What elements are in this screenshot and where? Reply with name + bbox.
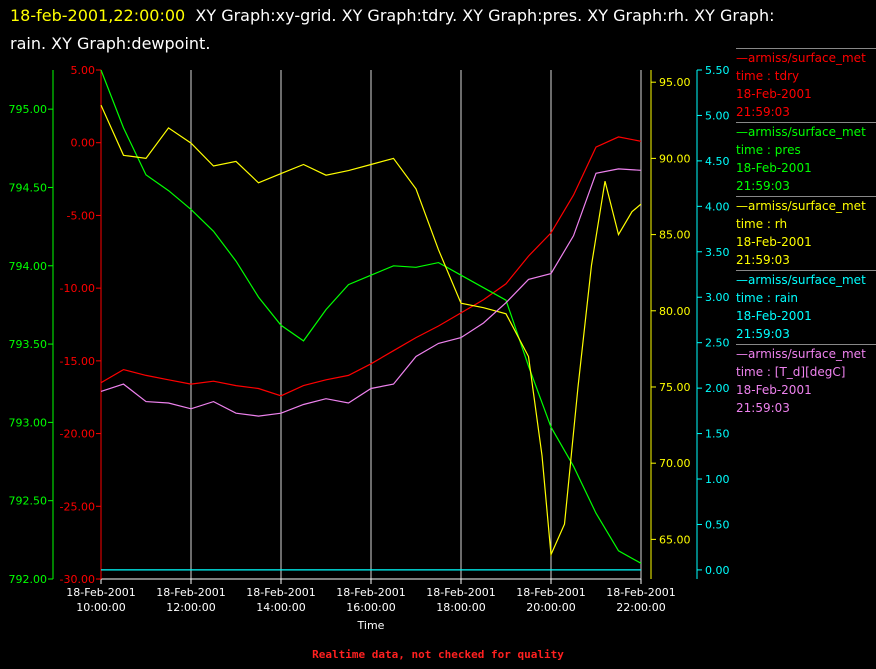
x-tick-label-time: 12:00:00 (166, 601, 215, 614)
quality-note: Realtime data, not checked for quality (312, 648, 564, 661)
rh-tick-label: 80.00 (659, 305, 691, 318)
legend-date: 18-Feb-2001 (736, 87, 812, 101)
graph-title: 18-feb-2001,22:00:00 XY Graph:xy-grid. X… (10, 2, 870, 58)
tdry-tick-label: -5.00 (67, 209, 95, 222)
pres-tick-label: 793.00 (9, 416, 48, 429)
rain-tick-label: 5.50 (705, 64, 730, 77)
title-text-continued: rain. XY Graph:dewpoint. (10, 34, 211, 53)
legend-date: 18-Feb-2001 (736, 383, 812, 397)
legend-time: 21:59:03 (736, 401, 790, 415)
title-text: XY Graph:xy-grid. XY Graph:tdry. XY Grap… (195, 6, 775, 25)
legend-var: time : tdry (736, 69, 800, 83)
tdry-tick-label: 5.00 (71, 64, 96, 77)
tdry-tick-label: -30.00 (60, 573, 95, 586)
tdry-tick-label: -15.00 (60, 355, 95, 368)
rain-tick-label: 5.00 (705, 109, 730, 122)
rain-tick-label: 3.00 (705, 291, 730, 304)
x-tick-label-date: 18-Feb-2001 (336, 586, 405, 599)
tdry-tick-label: -25.00 (60, 500, 95, 513)
legend-var: time : rain (736, 291, 799, 305)
pres-tick-label: 794.00 (9, 260, 48, 273)
rh-tick-label: 85.00 (659, 229, 691, 242)
legend-date: 18-Feb-2001 (736, 235, 812, 249)
x-axis-label: Time (357, 619, 385, 632)
legend-source: —armiss/surface_met (736, 51, 866, 65)
legend-date: 18-Feb-2001 (736, 161, 812, 175)
x-tick-label-time: 18:00:00 (436, 601, 485, 614)
rain-tick-label: 3.50 (705, 246, 730, 259)
pres-tick-label: 793.50 (9, 338, 48, 351)
legend-var: time : rh (736, 217, 788, 231)
legend-source: —armiss/surface_met (736, 199, 866, 213)
tdry-series-line (100, 136, 642, 397)
legend: —armiss/surface_met time : tdry 18-Feb-200… (736, 48, 876, 418)
rh-tick-label: 95.00 (659, 76, 691, 89)
legend-time: 21:59:03 (736, 327, 790, 341)
rain-tick-label: 0.00 (705, 564, 730, 577)
x-tick-label-date: 18-Feb-2001 (516, 586, 585, 599)
tdry-tick-label: -10.00 (60, 282, 95, 295)
x-tick-label-time: 22:00:00 (616, 601, 665, 614)
rain-tick-label: 4.50 (705, 155, 730, 168)
rh-tick-label: 65.00 (659, 533, 691, 546)
x-tick-label-time: 20:00:00 (526, 601, 575, 614)
rain-tick-label: 4.00 (705, 200, 730, 213)
rain-tick-label: 1.50 (705, 428, 730, 441)
rain-tick-label: 1.00 (705, 473, 730, 486)
legend-time: 21:59:03 (736, 179, 790, 193)
rh-tick-label: 90.00 (659, 152, 691, 165)
legend-source: —armiss/surface_met (736, 125, 866, 139)
legend-source: —armiss/surface_met (736, 273, 866, 287)
x-tick-label-date: 18-Feb-2001 (246, 586, 315, 599)
pres-tick-label: 792.00 (9, 573, 48, 586)
title-date: 18-feb-2001,22:00:00 (10, 6, 186, 25)
rh-tick-label: 70.00 (659, 457, 691, 470)
rh-series-line (100, 104, 642, 557)
x-tick-label-date: 18-Feb-2001 (156, 586, 225, 599)
legend-var: time : [T_d][degC] (736, 365, 846, 379)
x-tick-label-date: 18-Feb-2001 (426, 586, 495, 599)
x-tick-label-date: 18-Feb-2001 (66, 586, 135, 599)
x-tick-label-date: 18-Feb-2001 (606, 586, 675, 599)
dewpoint-series-line (100, 168, 642, 417)
legend-time: 21:59:03 (736, 105, 790, 119)
rain-tick-label: 0.50 (705, 518, 730, 531)
x-tick-label-time: 10:00:00 (76, 601, 125, 614)
x-tick-label-time: 16:00:00 (346, 601, 395, 614)
tdry-tick-label: -20.00 (60, 428, 95, 441)
pres-tick-label: 794.50 (9, 181, 48, 194)
legend-var: time : pres (736, 143, 801, 157)
legend-date: 18-Feb-2001 (736, 309, 812, 323)
x-tick-label-time: 14:00:00 (256, 601, 305, 614)
rain-tick-label: 2.50 (705, 337, 730, 350)
pres-series-line (100, 69, 642, 564)
pres-tick-label: 792.50 (9, 495, 48, 508)
legend-source: —armiss/surface_met (736, 347, 866, 361)
rh-tick-label: 75.00 (659, 381, 691, 394)
tdry-tick-label: 0.00 (71, 137, 96, 150)
pres-tick-label: 795.00 (9, 103, 48, 116)
rain-tick-label: 2.00 (705, 382, 730, 395)
legend-time: 21:59:03 (736, 253, 790, 267)
